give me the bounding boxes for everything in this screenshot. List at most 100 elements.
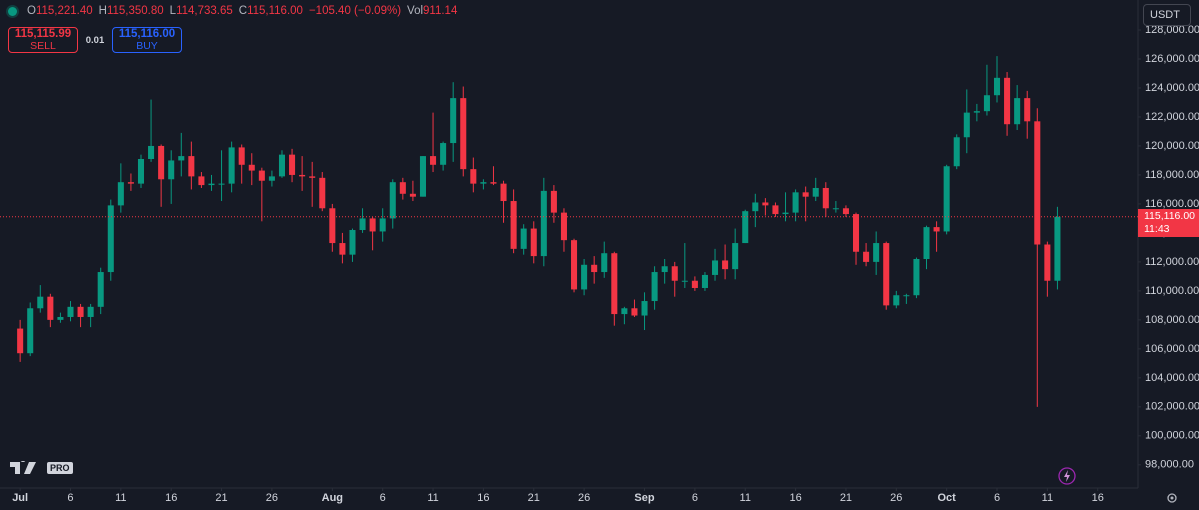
x-tick-label: 21 [215, 492, 227, 504]
x-tick-label: Oct [937, 492, 956, 504]
x-tick-label: 6 [994, 492, 1000, 504]
candle-body [299, 174, 306, 177]
sell-button[interactable]: 115,115.99 SELL [8, 27, 78, 53]
settings-icon[interactable] [1167, 493, 1177, 503]
y-tick-label: 102,000.00 [1145, 401, 1199, 413]
candle-body [1034, 121, 1041, 245]
candle-body [883, 243, 890, 306]
logo-mark [10, 461, 36, 474]
candle-body [701, 274, 708, 288]
candle-body [57, 316, 64, 320]
candle-body [198, 176, 205, 186]
candle-body [712, 260, 719, 275]
candle-body [67, 306, 74, 317]
candle-body [168, 160, 175, 180]
ohlc-header: O115,221.40 H115,350.80 L114,733.65 C115… [8, 5, 457, 17]
y-tick-label: 112,000.00 [1145, 256, 1199, 268]
candle-body [913, 259, 920, 296]
x-tick-label: 6 [692, 492, 698, 504]
candle-body [742, 211, 749, 244]
x-tick-label: 16 [477, 492, 489, 504]
candle-body [158, 145, 165, 180]
alert-bolt [1064, 470, 1070, 482]
buy-price: 115,116.00 [118, 28, 176, 40]
currency-select[interactable]: USDT [1143, 4, 1191, 26]
candle-body [973, 111, 980, 113]
ohlc-close: C115,116.00 [239, 5, 303, 17]
settings-icon-core [1170, 496, 1174, 500]
buy-label: BUY [136, 40, 158, 52]
candle-body [248, 164, 255, 171]
candle-body [983, 95, 990, 112]
candle-body [641, 301, 648, 316]
candle-body [107, 205, 114, 273]
candle-body [873, 243, 880, 262]
value: 115,350.80 [106, 5, 164, 17]
sell-price: 115,115.99 [14, 28, 72, 40]
x-tick-label: 26 [266, 492, 278, 504]
candle-body [581, 264, 588, 290]
x-tick-label: 26 [578, 492, 590, 504]
candle-body [923, 227, 930, 260]
candle-body [772, 205, 779, 215]
candle-body [611, 253, 618, 315]
candle-body [278, 154, 286, 177]
x-tick-label: 11 [740, 492, 751, 504]
y-tick-label: 100,000.00 [1145, 430, 1199, 442]
buy-button[interactable]: 115,116.00 BUY [112, 27, 182, 53]
candle-body [530, 228, 537, 257]
x-tick-label: Jul [12, 492, 28, 504]
candle-body [17, 328, 24, 354]
candle-body [500, 183, 507, 202]
candle-body [399, 182, 406, 194]
candle-body [117, 182, 124, 206]
candle-body [349, 230, 356, 255]
y-tick-label: 104,000.00 [1145, 372, 1199, 384]
candle-body [953, 137, 960, 167]
x-tick-label: 26 [890, 492, 902, 504]
label: H [98, 5, 107, 17]
candle-body [852, 214, 860, 252]
candle-body [1054, 216, 1061, 281]
candle-body [87, 306, 94, 317]
x-tick-label: 11 [115, 492, 126, 504]
candle-body [842, 208, 849, 215]
candle-body [1014, 98, 1021, 125]
candle-body [560, 212, 567, 241]
candle-body [309, 176, 316, 178]
candle-body [782, 212, 789, 215]
y-tick-label: 98,000.00 [1145, 459, 1194, 471]
candle-body [661, 266, 668, 273]
y-tick-label: 124,000.00 [1145, 82, 1199, 94]
candle-body [228, 147, 235, 184]
candle-body [178, 156, 185, 161]
value: 115,116.00 [247, 5, 303, 17]
candle-body [460, 98, 467, 170]
candle-body [127, 182, 134, 184]
candle-body [208, 183, 215, 186]
candle-body [812, 187, 819, 197]
quantity[interactable]: 0.01 [85, 34, 105, 46]
candle-body [319, 177, 326, 209]
alert-icon[interactable] [1058, 467, 1076, 485]
last-price-label: 115,116.00 [1144, 209, 1195, 222]
x-tick-label: 21 [528, 492, 540, 504]
candle-body [691, 280, 698, 288]
candle-body [218, 183, 225, 185]
candle-body [631, 308, 638, 316]
logo[interactable]: PRO [10, 461, 73, 475]
candle-body [792, 192, 799, 213]
candle-body [389, 182, 396, 219]
candle-body [440, 143, 447, 165]
candle-body [450, 98, 457, 144]
candle-body [762, 202, 769, 206]
candle-body [943, 166, 950, 232]
value: 114,733.65 [176, 5, 233, 17]
candle-body [268, 176, 275, 181]
candle-body [802, 192, 809, 197]
candle-body [480, 182, 487, 184]
candle-body [752, 202, 759, 212]
candle-body [148, 145, 155, 159]
